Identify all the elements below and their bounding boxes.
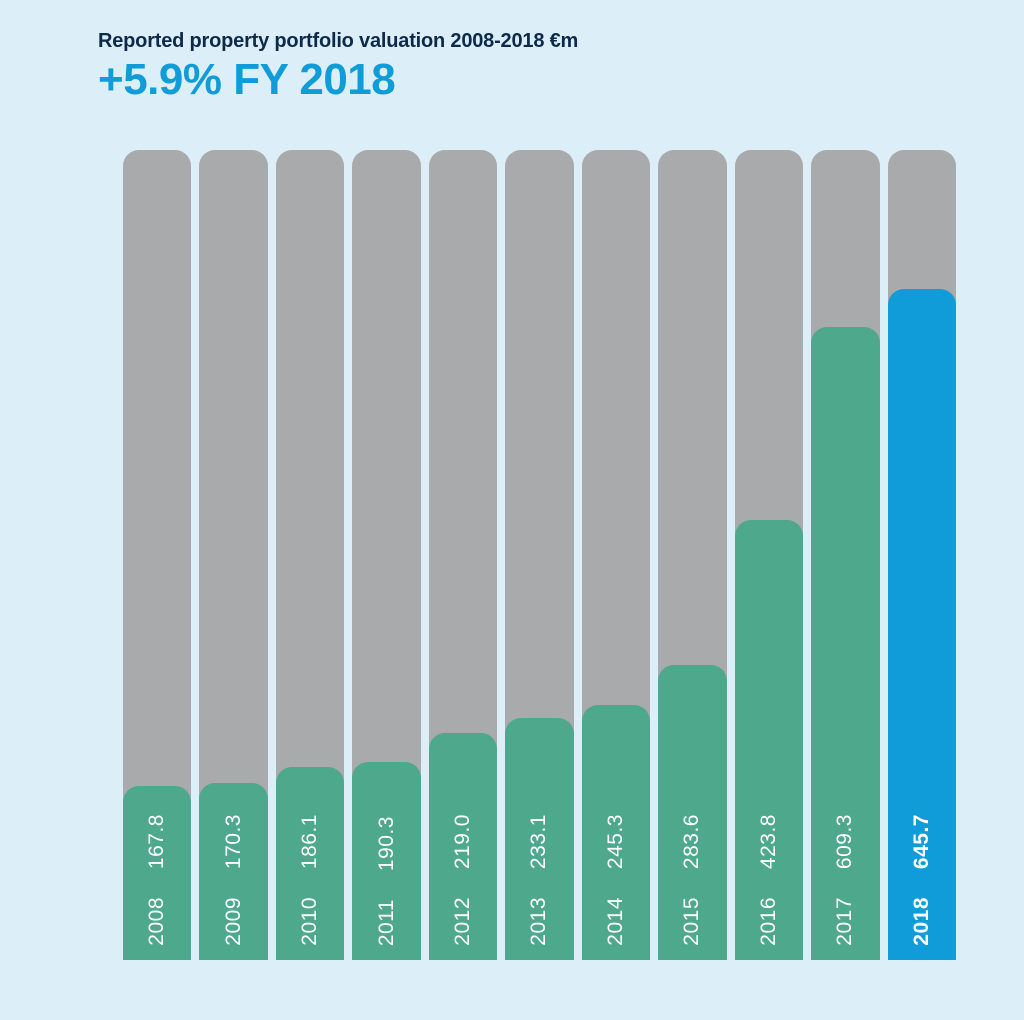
chart-headline: +5.9% FY 2018 bbox=[98, 55, 1024, 105]
bar-column: 190.3 2011 bbox=[352, 150, 420, 960]
bar-labels: 423.8 2016 bbox=[735, 814, 803, 946]
bar-column: 283.6 2015 bbox=[658, 150, 726, 960]
bar-year-label: 2013 bbox=[527, 897, 551, 946]
bar-column: 423.8 2016 bbox=[735, 150, 803, 960]
bar-column: 167.8 2008 bbox=[123, 150, 191, 960]
bar-year-label: 2008 bbox=[145, 897, 169, 946]
bar-value-label: 190.3 bbox=[375, 816, 399, 871]
bar-year-label: 2010 bbox=[298, 897, 322, 946]
bar-year-label: 2016 bbox=[757, 897, 781, 946]
bar-chart: 167.8 2008 170.3 2009 186.1 2010 190.3 2011 219.… bbox=[123, 150, 956, 960]
bar-value-label: 167.8 bbox=[145, 814, 169, 869]
bar-value-label: 645.7 bbox=[910, 814, 934, 869]
chart-canvas: Reported property portfolio valuation 20… bbox=[0, 0, 1024, 1020]
bar-value-label: 219.0 bbox=[451, 814, 475, 869]
bar-labels: 609.3 2017 bbox=[811, 814, 879, 946]
bar-labels: 645.7 2018 bbox=[888, 814, 956, 946]
bar-column: 170.3 2009 bbox=[199, 150, 267, 960]
bar-labels: 190.3 2011 bbox=[352, 816, 420, 946]
bar-column: 609.3 2017 bbox=[811, 150, 879, 960]
bar-year-label: 2015 bbox=[680, 897, 704, 946]
bar-year-label: 2017 bbox=[833, 897, 857, 946]
bar-value-label: 245.3 bbox=[604, 814, 628, 869]
chart-subtitle: Reported property portfolio valuation 20… bbox=[98, 30, 1024, 53]
bar-labels: 219.0 2012 bbox=[429, 814, 497, 946]
bar-value-label: 609.3 bbox=[833, 814, 857, 869]
bar-column: 186.1 2010 bbox=[276, 150, 344, 960]
bar-value-label: 233.1 bbox=[527, 814, 551, 869]
bar-value-label: 423.8 bbox=[757, 814, 781, 869]
bar-year-label: 2018 bbox=[910, 897, 934, 946]
bar-year-label: 2011 bbox=[375, 899, 399, 946]
bar-labels: 245.3 2014 bbox=[582, 814, 650, 946]
bar-column: 219.0 2012 bbox=[429, 150, 497, 960]
bar-value-label: 186.1 bbox=[298, 814, 322, 869]
chart-header: Reported property portfolio valuation 20… bbox=[0, 30, 1024, 105]
bar-year-label: 2009 bbox=[222, 897, 246, 946]
bar-labels: 233.1 2013 bbox=[505, 814, 573, 946]
bar-column: 245.3 2014 bbox=[582, 150, 650, 960]
bar-column: 233.1 2013 bbox=[505, 150, 573, 960]
bar-labels: 283.6 2015 bbox=[658, 814, 726, 946]
bar-column: 645.7 2018 bbox=[888, 150, 956, 960]
bar-year-label: 2014 bbox=[604, 897, 628, 946]
bar-labels: 167.8 2008 bbox=[123, 814, 191, 946]
bar-value-label: 170.3 bbox=[222, 814, 246, 869]
bar-value-label: 283.6 bbox=[680, 814, 704, 869]
bar-labels: 170.3 2009 bbox=[199, 814, 267, 946]
bar-year-label: 2012 bbox=[451, 897, 475, 946]
bar-labels: 186.1 2010 bbox=[276, 814, 344, 946]
